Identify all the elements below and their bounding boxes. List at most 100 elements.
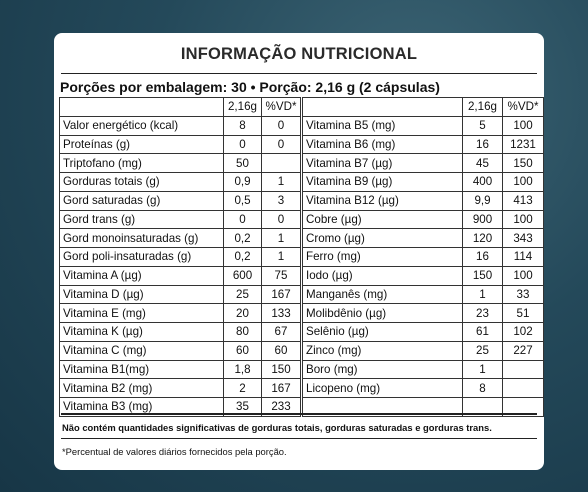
nutrient-amount: 16 xyxy=(462,247,503,267)
table-row: Boro (mg) 1 xyxy=(302,359,544,380)
table-row: Gorduras totais (g) 0,9 1 xyxy=(59,172,301,192)
nutrient-amount: 9,9 xyxy=(462,190,503,211)
nutrient-name: Gord monoinsaturadas (g) xyxy=(59,228,224,248)
nutrient-vd: 3 xyxy=(261,190,301,211)
table-row: Vitamina C (mg) 60 60 xyxy=(59,340,301,361)
nutrient-vd: 343 xyxy=(502,228,544,248)
table-header-row: 2,16g %VD* xyxy=(302,97,544,117)
nutrient-name: Vitamina A (µg) xyxy=(59,265,224,286)
table-row: Gord poli-insaturadas (g) 0,2 1 xyxy=(59,247,301,267)
nutrient-amount: 0,2 xyxy=(223,228,262,248)
table-row: Valor energético (kcal) 8 0 xyxy=(59,115,301,136)
table-row: Gord monoinsaturadas (g) 0,2 1 xyxy=(59,228,301,248)
nutrient-amount: 1 xyxy=(462,359,503,380)
table-row: Molibdênio (µg) 23 51 xyxy=(302,303,544,323)
nutrient-amount: 16 xyxy=(462,134,503,155)
header-amount: 2,16g xyxy=(462,97,503,117)
nutrient-name: Proteínas (g) xyxy=(59,134,224,155)
nutrient-vd: 413 xyxy=(502,190,544,211)
nutrient-name: Valor energético (kcal) xyxy=(59,115,224,136)
nutrient-vd: 1 xyxy=(261,172,301,192)
nutrient-name: Triptofano (mg) xyxy=(59,153,224,173)
nutrient-vd: 1 xyxy=(261,228,301,248)
nutrient-amount: 23 xyxy=(462,303,503,323)
table-row: Vitamina E (mg) 20 133 xyxy=(59,303,301,323)
table-header-row: 2,16g %VD* xyxy=(59,97,301,117)
table-row: Vitamina B9 (µg) 400 100 xyxy=(302,172,544,192)
table-row: Vitamina B12 (µg) 9,9 413 xyxy=(302,190,544,211)
nutrient-amount: 8 xyxy=(223,115,262,136)
nutrient-name: Gord poli-insaturadas (g) xyxy=(59,247,224,267)
nutrient-amount: 50 xyxy=(223,153,262,173)
nutrient-name: Vitamina B12 (µg) xyxy=(302,190,463,211)
table-row: Iodo (µg) 150 100 xyxy=(302,265,544,286)
divider-notes xyxy=(61,413,537,415)
table-row: Cromo (µg) 120 343 xyxy=(302,228,544,248)
nutrient-name: Vitamina B9 (µg) xyxy=(302,172,463,192)
nutrient-amount: 900 xyxy=(462,209,503,230)
nutrient-vd: 1231 xyxy=(502,134,544,155)
nutrient-amount: 60 xyxy=(223,340,262,361)
nutrient-amount: 0 xyxy=(223,134,262,155)
nutrient-name: Boro (mg) xyxy=(302,359,463,380)
nutrient-vd: 67 xyxy=(261,322,301,342)
nutrient-vd: 0 xyxy=(261,134,301,155)
table-row: Vitamina A (µg) 600 75 xyxy=(59,265,301,286)
table-row: Triptofano (mg) 50 xyxy=(59,153,301,173)
nutrient-name: Vitamina C (mg) xyxy=(59,340,224,361)
table-row: Licopeno (mg) 8 xyxy=(302,378,544,398)
nutrient-amount: 0,5 xyxy=(223,190,262,211)
nutrient-vd: 133 xyxy=(261,303,301,323)
nutrient-amount: 8 xyxy=(462,378,503,398)
table-row xyxy=(302,397,544,417)
nutrient-name: Manganês (mg) xyxy=(302,284,463,305)
nutrient-vd xyxy=(502,397,544,417)
nutrient-amount: 25 xyxy=(462,340,503,361)
nutrient-name: Vitamina B6 (mg) xyxy=(302,134,463,155)
nutrient-name: Vitamina B7 (µg) xyxy=(302,153,463,173)
nutrient-amount: 600 xyxy=(223,265,262,286)
nutrient-vd: 167 xyxy=(261,284,301,305)
divider-top xyxy=(61,73,537,74)
nutrition-table-left-body: 2,16g %VD* Valor energético (kcal) 8 0 Proteí… xyxy=(59,97,301,417)
nutrient-amount: 1 xyxy=(462,284,503,305)
table-row: Cobre (µg) 900 100 xyxy=(302,209,544,230)
table-row: Proteínas (g) 0 0 xyxy=(59,134,301,155)
nutrient-vd: 100 xyxy=(502,265,544,286)
nutrient-vd: 1 xyxy=(261,247,301,267)
nutrient-vd: 100 xyxy=(502,172,544,192)
nutrient-vd: 75 xyxy=(261,265,301,286)
nutrition-table-left: 2,16g %VD* Valor energético (kcal) 8 0 Proteí… xyxy=(59,97,301,417)
nutrient-name: Ferro (mg) xyxy=(302,247,463,267)
nutrient-amount: 61 xyxy=(462,322,503,342)
table-row: Vitamina B2 (mg) 2 167 xyxy=(59,378,301,398)
nutrition-table-right: 2,16g %VD* Vitamina B5 (mg) 5 100 Vitamina B6… xyxy=(302,97,544,417)
nutrient-name: Vitamina D (µg) xyxy=(59,284,224,305)
table-row: Gord trans (g) 0 0 xyxy=(59,209,301,230)
header-vd: %VD* xyxy=(502,97,544,117)
nutrient-vd: 100 xyxy=(502,115,544,136)
nutrient-vd: 167 xyxy=(261,378,301,398)
nutrient-amount: 25 xyxy=(223,284,262,305)
table-row: Vitamina B5 (mg) 5 100 xyxy=(302,115,544,136)
nutrient-amount: 400 xyxy=(462,172,503,192)
portions-info: Porções por embalagem: 30 • Porção: 2,16… xyxy=(60,79,440,95)
nutrient-vd xyxy=(502,378,544,398)
nutrient-amount: 5 xyxy=(462,115,503,136)
table-row: Ferro (mg) 16 114 xyxy=(302,247,544,267)
nutrient-name: Vitamina B1(mg) xyxy=(59,359,224,380)
nutrient-vd: 33 xyxy=(502,284,544,305)
nutrient-name: Selênio (µg) xyxy=(302,322,463,342)
nutrient-vd xyxy=(261,153,301,173)
footnote-vd: *Percentual de valores diários fornecido… xyxy=(62,446,287,457)
nutrient-name: Licopeno (mg) xyxy=(302,378,463,398)
table-row: Vitamina B1(mg) 1,8 150 xyxy=(59,359,301,380)
nutrient-name: Cobre (µg) xyxy=(302,209,463,230)
nutrient-vd: 227 xyxy=(502,340,544,361)
nutrient-amount: 0,9 xyxy=(223,172,262,192)
nutrient-vd: 100 xyxy=(502,209,544,230)
nutrient-amount: 20 xyxy=(223,303,262,323)
nutrient-name: Vitamina B2 (mg) xyxy=(59,378,224,398)
nutrient-vd: 114 xyxy=(502,247,544,267)
table-row: Vitamina K (µg) 80 67 xyxy=(59,322,301,342)
